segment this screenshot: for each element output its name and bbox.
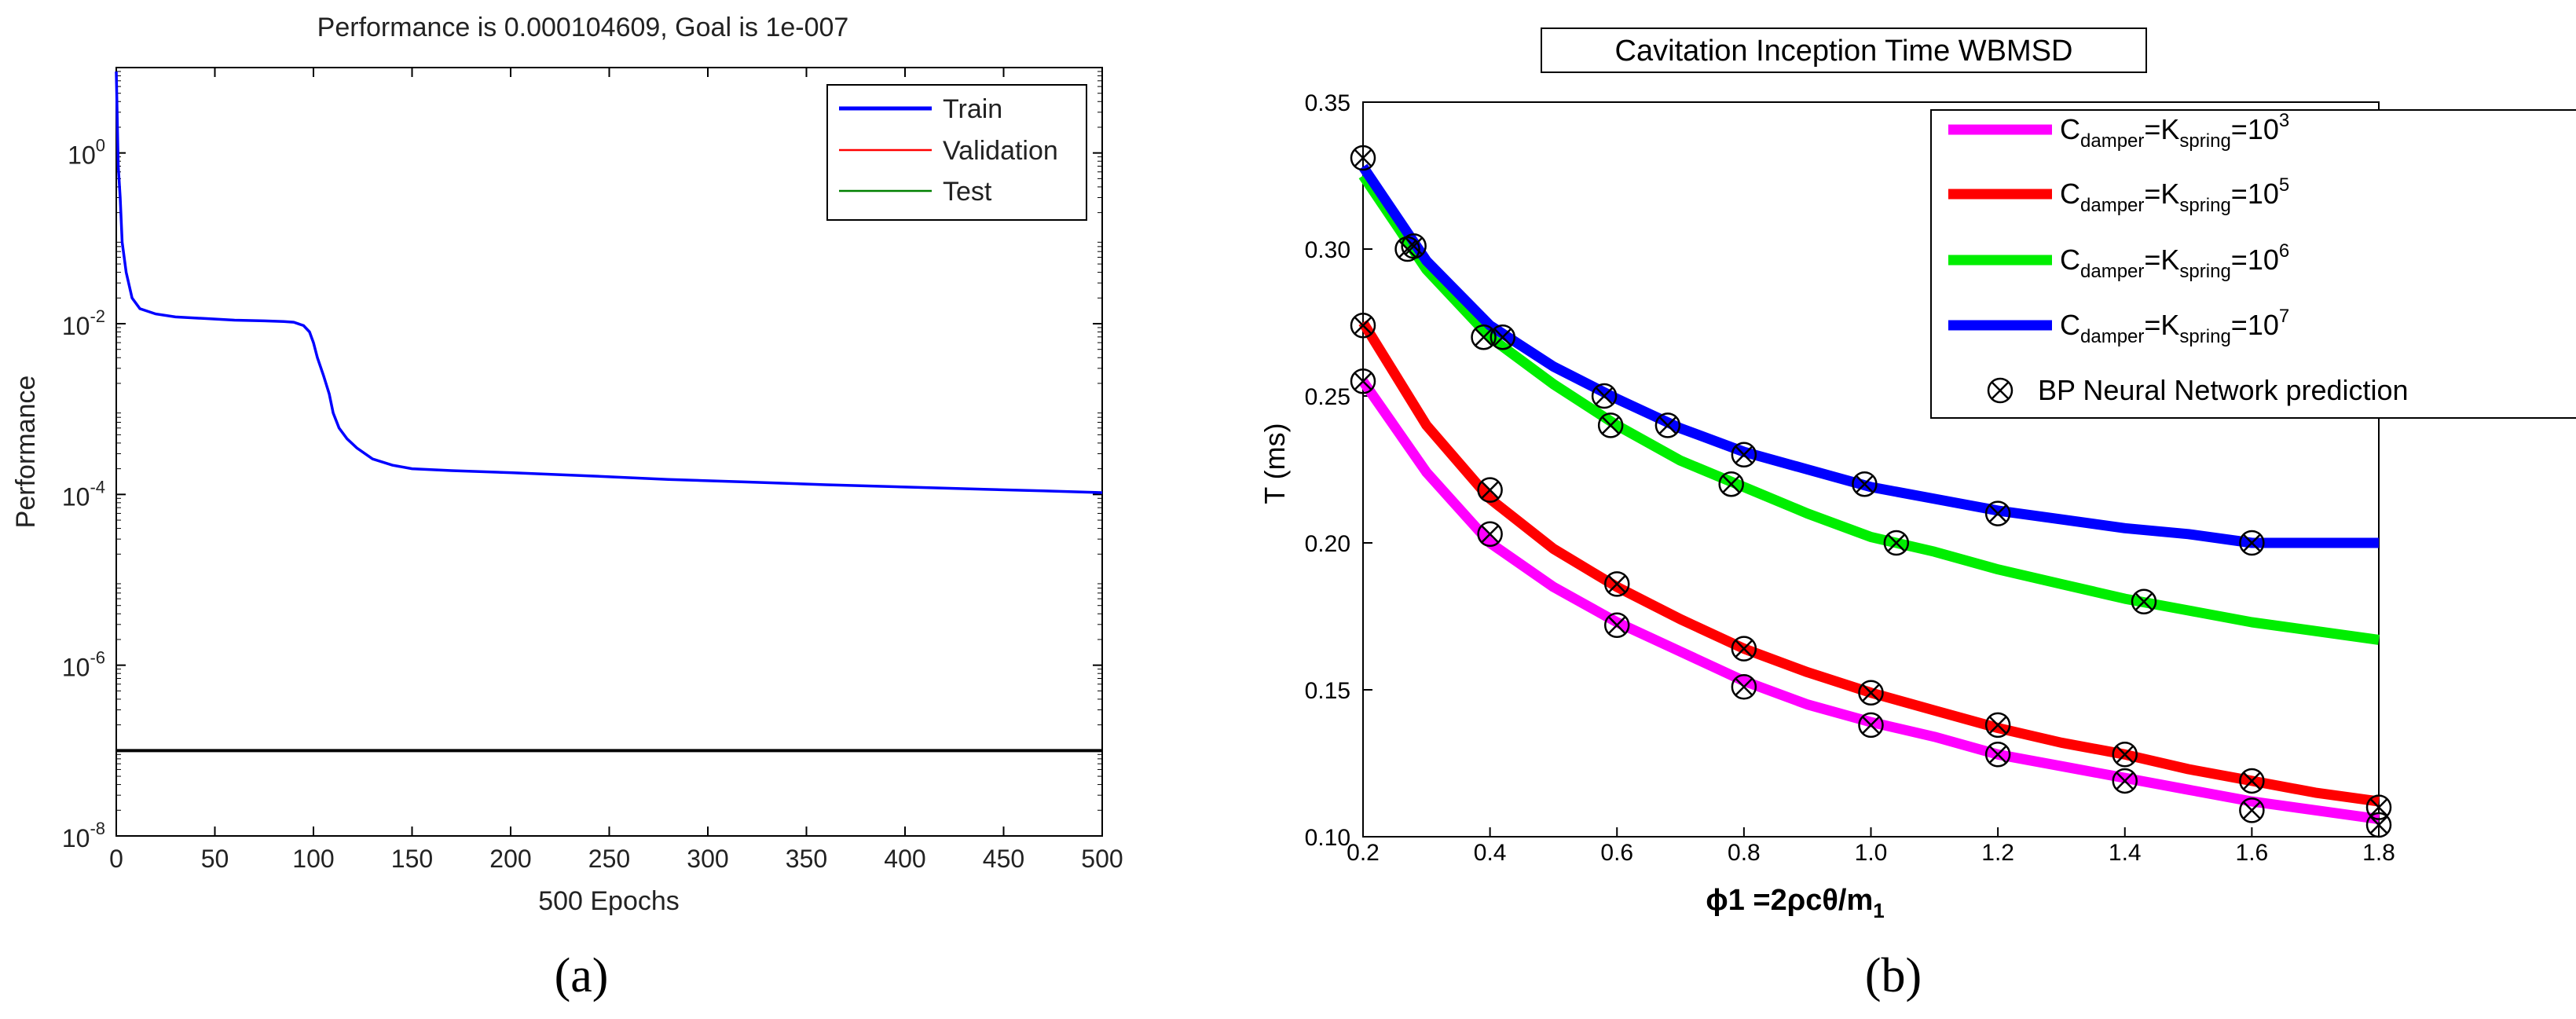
y-tick-label: 0.20 [1305,531,1350,557]
prediction-marker [2239,530,2265,556]
prediction-marker [1604,571,1630,597]
legend-label-series-0: Cdamper=Kspring=103 [2060,110,2289,152]
chart-a-legend: Train Validation Test [826,84,1087,221]
x-tick-label: 1.0 [1855,840,1888,866]
prediction-marker [1883,530,1910,556]
prediction-marker [1718,471,1744,497]
x-tick-label: 100 [292,845,334,873]
prediction-marker [1731,442,1757,468]
line-series-2 [1358,172,2380,645]
line-train [115,71,1103,494]
y-tick-label: 0.10 [1305,825,1350,851]
chart-b-ylabel: T (ms) [1259,423,1291,504]
legend-label-train: Train [943,94,1002,124]
x-tick-label: 350 [786,845,827,873]
prediction-marker [1597,412,1624,438]
prediction-marker [1477,477,1503,503]
chart-b-markers [1350,145,2392,838]
chart-a-x-ticks: 0 50 100 150 200 250 300 350 400 450 500 [109,68,1123,873]
y-tick-label: 10-6 [62,648,105,682]
line-series-0 [1358,378,2380,825]
prediction-marker [1350,368,1376,394]
y-tick-label: 10-4 [62,477,105,511]
prediction-marker [1984,742,2011,768]
chart-a-y-ticks: 10-8 10-6 10-4 10-2 100 [62,71,1102,852]
legend-label-series-3: Cdamper=Kspring=107 [2060,306,2289,347]
prediction-marker [1731,636,1757,662]
legend-label-series-1: Cdamper=Kspring=105 [2060,174,2289,216]
prediction-marker [2131,588,2157,615]
x-tick-label: 0.6 [1600,840,1633,866]
x-tick-label: 1.4 [2109,840,2142,866]
x-tick-label: 500 [1081,845,1123,873]
x-tick-label: 150 [391,845,433,873]
y-tick-label: 10-2 [62,306,105,340]
x-tick-label: 50 [201,845,229,873]
x-tick-label: 1.6 [2236,840,2269,866]
chart-b: Cavitation Inception Time WBMSD 0.2 0.4 0.… [1259,27,2576,1003]
prediction-marker [1858,680,1884,706]
x-tick-label: 1.2 [1981,840,2014,866]
prediction-marker [1984,500,2011,526]
x-tick-label: 450 [983,845,1024,873]
prediction-marker [1654,412,1681,438]
prediction-marker [1858,712,1884,739]
panel-label-a: (a) [555,949,609,1003]
prediction-marker [1401,233,1427,259]
chart-b-x-ticks: 0.2 0.4 0.6 0.8 1.0 1.2 1.4 1.6 1.8 [1347,827,2395,866]
chart-b-legend: Cdamper=Kspring=103 Cdamper=Kspring=105 Cd… [1930,109,2576,419]
y-tick-label: 0.35 [1305,90,1350,116]
prediction-marker [1591,383,1618,409]
chart-a-ylabel: Performance [11,376,41,529]
prediction-marker [2112,742,2138,768]
x-tick-label: 0.4 [1474,840,1507,866]
chart-b-title: Cavitation Inception Time WBMSD [1615,35,2073,68]
prediction-marker [1984,712,2011,739]
prediction-marker [1731,674,1757,700]
x-tick-label: 300 [687,845,728,873]
panel-label-b: (b) [1865,949,1922,1003]
prediction-marker [2239,768,2265,794]
y-tick-label: 0.25 [1305,384,1350,410]
prediction-marker [1350,145,1376,171]
prediction-marker [2239,797,2265,823]
y-tick-label: 10-8 [62,819,105,852]
prediction-marker [1350,312,1376,339]
x-tick-label: 0 [109,845,123,873]
line-series-3 [1358,163,2379,548]
legend-label-test: Test [943,177,992,207]
x-tick-label: 250 [588,845,630,873]
prediction-marker [1490,324,1516,350]
legend-label-validation: Validation [943,136,1058,166]
x-tick-label: 0.8 [1728,840,1761,866]
x-tick-label: 200 [489,845,531,873]
chart-a: Performance is 0.000104609, Goal is 1e-0… [11,13,1123,1003]
prediction-marker [1852,471,1878,497]
prediction-marker [2365,812,2392,838]
y-tick-label: 0.15 [1305,678,1350,704]
legend-swatch-prediction [1987,377,2014,404]
x-tick-label: 0.2 [1347,840,1380,866]
legend-label-series-2: Cdamper=Kspring=106 [2060,240,2289,282]
chart-b-y-ticks: 0.10 0.15 0.20 0.25 0.30 0.35 [1305,90,1372,851]
chart-a-lines [115,71,1103,753]
legend-label-prediction: BP Neural Network prediction [2038,374,2409,406]
x-tick-label: 400 [884,845,925,873]
prediction-marker [2112,768,2138,794]
chart-a-title: Performance is 0.000104609, Goal is 1e-0… [317,13,849,42]
prediction-marker [1477,521,1503,548]
chart-a-xlabel: 500 Epochs [538,886,680,916]
y-tick-label: 100 [68,136,105,170]
prediction-marker [1471,324,1497,350]
y-tick-label: 0.30 [1305,237,1350,263]
chart-b-xlabel: ϕ1 =2ρcθ/m1 [1706,884,1885,922]
x-tick-label: 1.8 [2362,840,2395,866]
prediction-marker [1604,612,1630,638]
prediction-marker [2365,794,2392,820]
chart-b-title-box [1541,27,2147,73]
